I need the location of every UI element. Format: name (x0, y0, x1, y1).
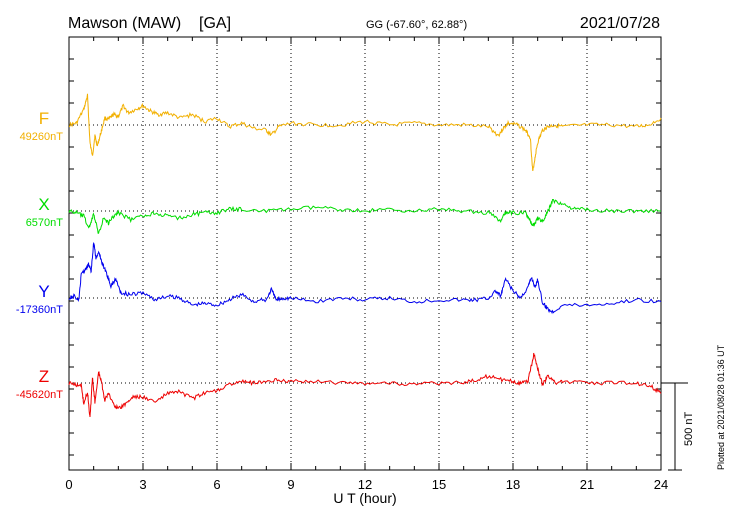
baseline-value-x: 6570nT (26, 217, 64, 229)
component-label-z: Z (39, 367, 49, 386)
component-label-y: Y (38, 282, 49, 301)
x-tick-labels: 0 3 6 9 12 15 18 21 24 (65, 477, 668, 492)
tick-marks (68, 37, 662, 470)
component-traces (68, 93, 662, 418)
trace-y (68, 241, 662, 315)
data-source-tag: [GA] (199, 15, 231, 32)
x-tick-label: 15 (432, 477, 446, 492)
scale-bar: 500 nT (661, 382, 695, 471)
x-tick-label: 3 (139, 477, 146, 492)
x-tick-label: 12 (358, 477, 372, 492)
x-tick-label: 21 (580, 477, 594, 492)
component-label-f: F (39, 109, 49, 128)
x-tick-label: 9 (287, 477, 294, 492)
vertical-grid (142, 37, 588, 470)
scale-bar-label: 500 nT (683, 411, 695, 446)
observation-date: 2021/07/28 (580, 15, 660, 32)
x-tick-label: 24 (654, 477, 668, 492)
trace-x (68, 198, 661, 234)
x-tick-label: 18 (506, 477, 520, 492)
trace-z (68, 352, 662, 418)
component-labels: F 49260nT X 6570nT Y -17360nT Z -45620nT (16, 109, 63, 401)
baseline-value-z: -45620nT (16, 389, 63, 401)
trace-f (68, 93, 662, 171)
geographic-coordinates: GG (-67.60°, 62.88°) (366, 19, 467, 31)
x-tick-label: 6 (213, 477, 220, 492)
x-axis-label: U T (hour) (333, 490, 396, 506)
plotted-timestamp: Plotted at 2021/08/28 01:36 UT (716, 344, 726, 470)
x-tick-label: 0 (65, 477, 72, 492)
component-label-x: X (38, 195, 49, 214)
baseline-value-f: 49260nT (20, 131, 64, 143)
station-title: Mawson (MAW) (68, 15, 181, 32)
baseline-value-y: -17360nT (16, 304, 63, 316)
